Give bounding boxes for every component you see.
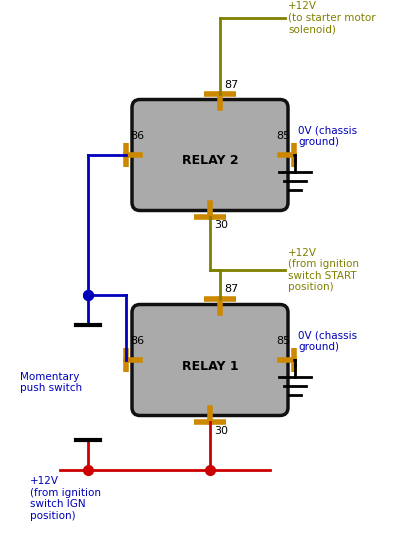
Text: +12V
(from ignition
switch IGN
position): +12V (from ignition switch IGN position) <box>30 476 101 521</box>
Text: 86: 86 <box>130 336 144 346</box>
Text: +12V
(from ignition
switch START
position): +12V (from ignition switch START positio… <box>288 248 359 292</box>
Text: 87: 87 <box>224 285 238 294</box>
FancyBboxPatch shape <box>132 305 288 415</box>
Text: 0V (chassis
ground): 0V (chassis ground) <box>298 126 357 147</box>
Text: 85: 85 <box>276 131 290 141</box>
Text: 30: 30 <box>214 426 228 436</box>
Text: +12V
(to starter motor
solenoid): +12V (to starter motor solenoid) <box>288 2 376 35</box>
Text: Momentary
push switch: Momentary push switch <box>20 372 82 393</box>
FancyBboxPatch shape <box>132 100 288 210</box>
Text: RELAY 2: RELAY 2 <box>182 155 238 168</box>
Text: 0V (chassis
ground): 0V (chassis ground) <box>298 331 357 352</box>
Text: 30: 30 <box>214 221 228 230</box>
Text: RELAY 1: RELAY 1 <box>182 360 238 373</box>
Text: 85: 85 <box>276 336 290 346</box>
Text: 86: 86 <box>130 131 144 141</box>
Text: 87: 87 <box>224 80 238 89</box>
